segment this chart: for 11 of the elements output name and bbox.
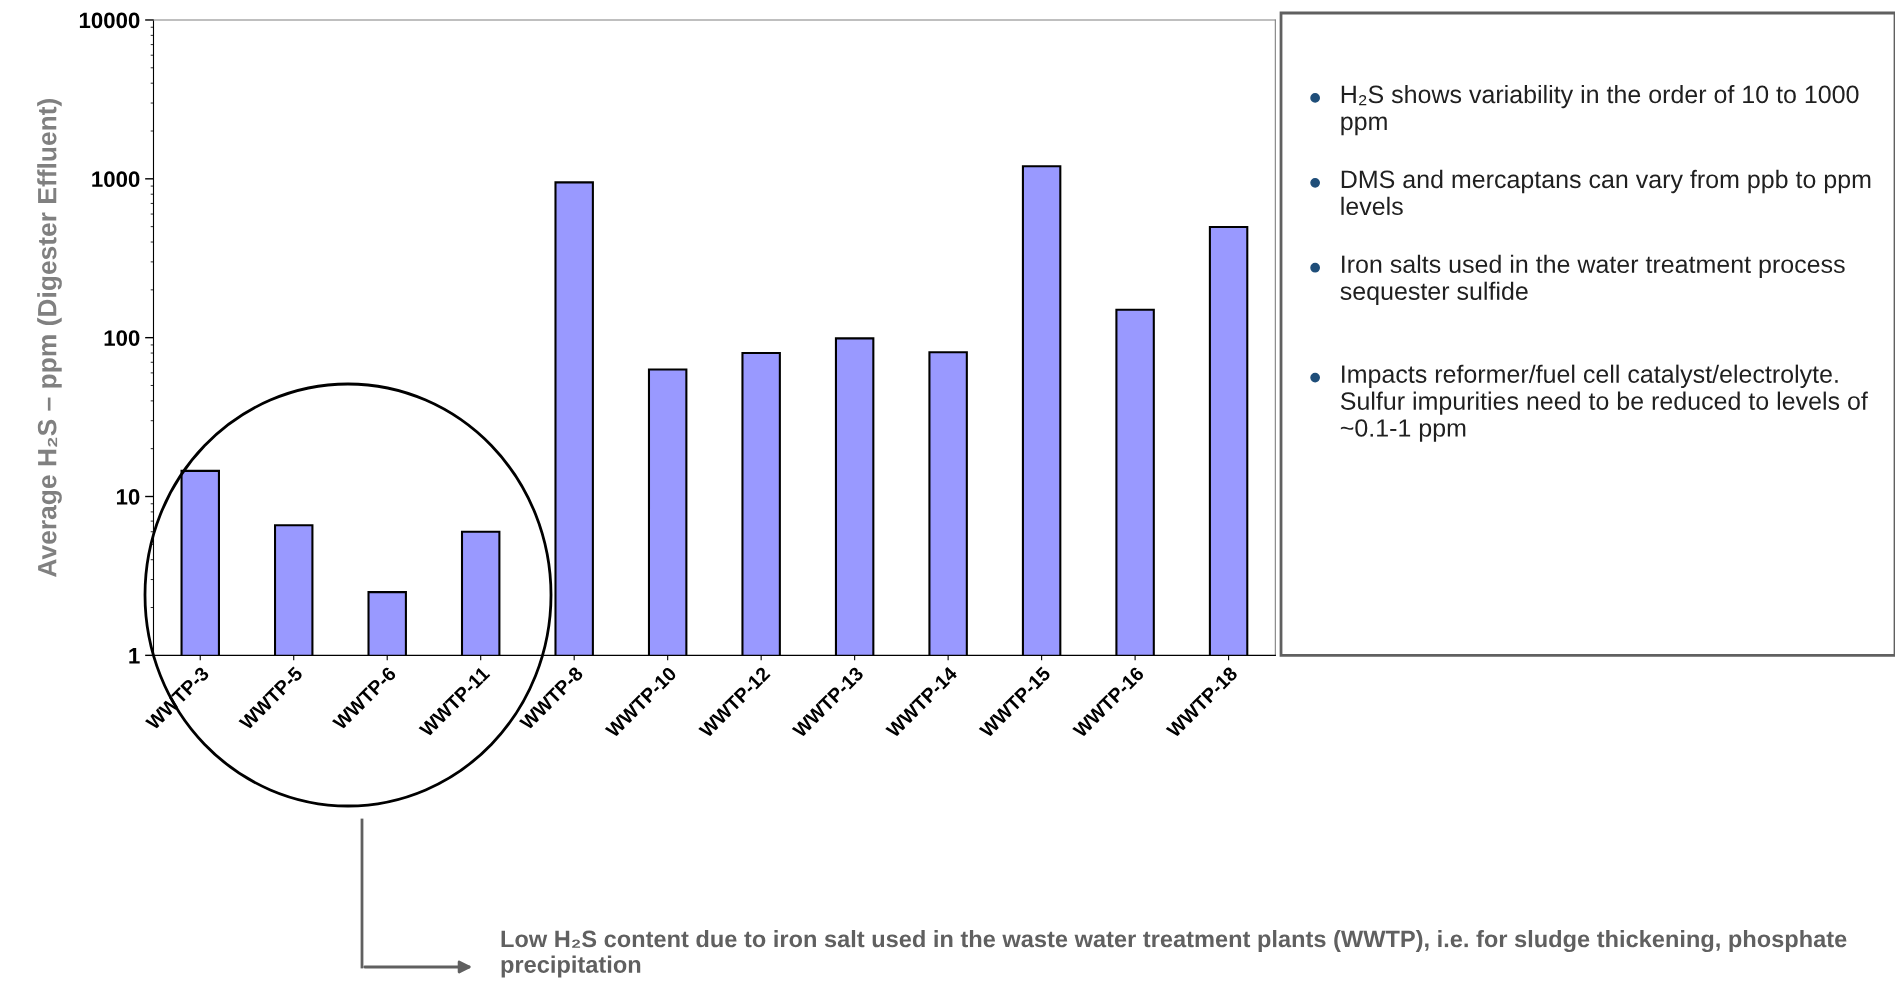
y-tick-label: 1000 xyxy=(92,171,140,188)
y-tick-label: 10000 xyxy=(79,12,140,29)
text: Iron salts used in the water treatment process sequester sulfide xyxy=(1340,254,1845,305)
text: H₂S shows variability in the order of 10 to 1000 ppm xyxy=(1341,84,1859,136)
text: Low H₂S content due to iron salt used in the waste water treatment plants (WWTP), i.e. for sludge thickening, phosphate precipitation xyxy=(501,930,1847,978)
text: DMS and mercaptans can vary from ppb to ppm levels xyxy=(1341,169,1871,216)
y-axis-title: Average H₂S – ppm (Digester Effluent) xyxy=(37,98,62,577)
y-tick-label: 10 xyxy=(116,489,140,505)
text: Impacts reformer/fuel cell catalyst/electrolyte. Sulfur impurities need to be reduced to levels of ~0.1-1 ppm xyxy=(1340,364,1868,442)
y-tick-label: 100 xyxy=(104,330,140,346)
y-tick-label: 1 xyxy=(129,648,140,664)
